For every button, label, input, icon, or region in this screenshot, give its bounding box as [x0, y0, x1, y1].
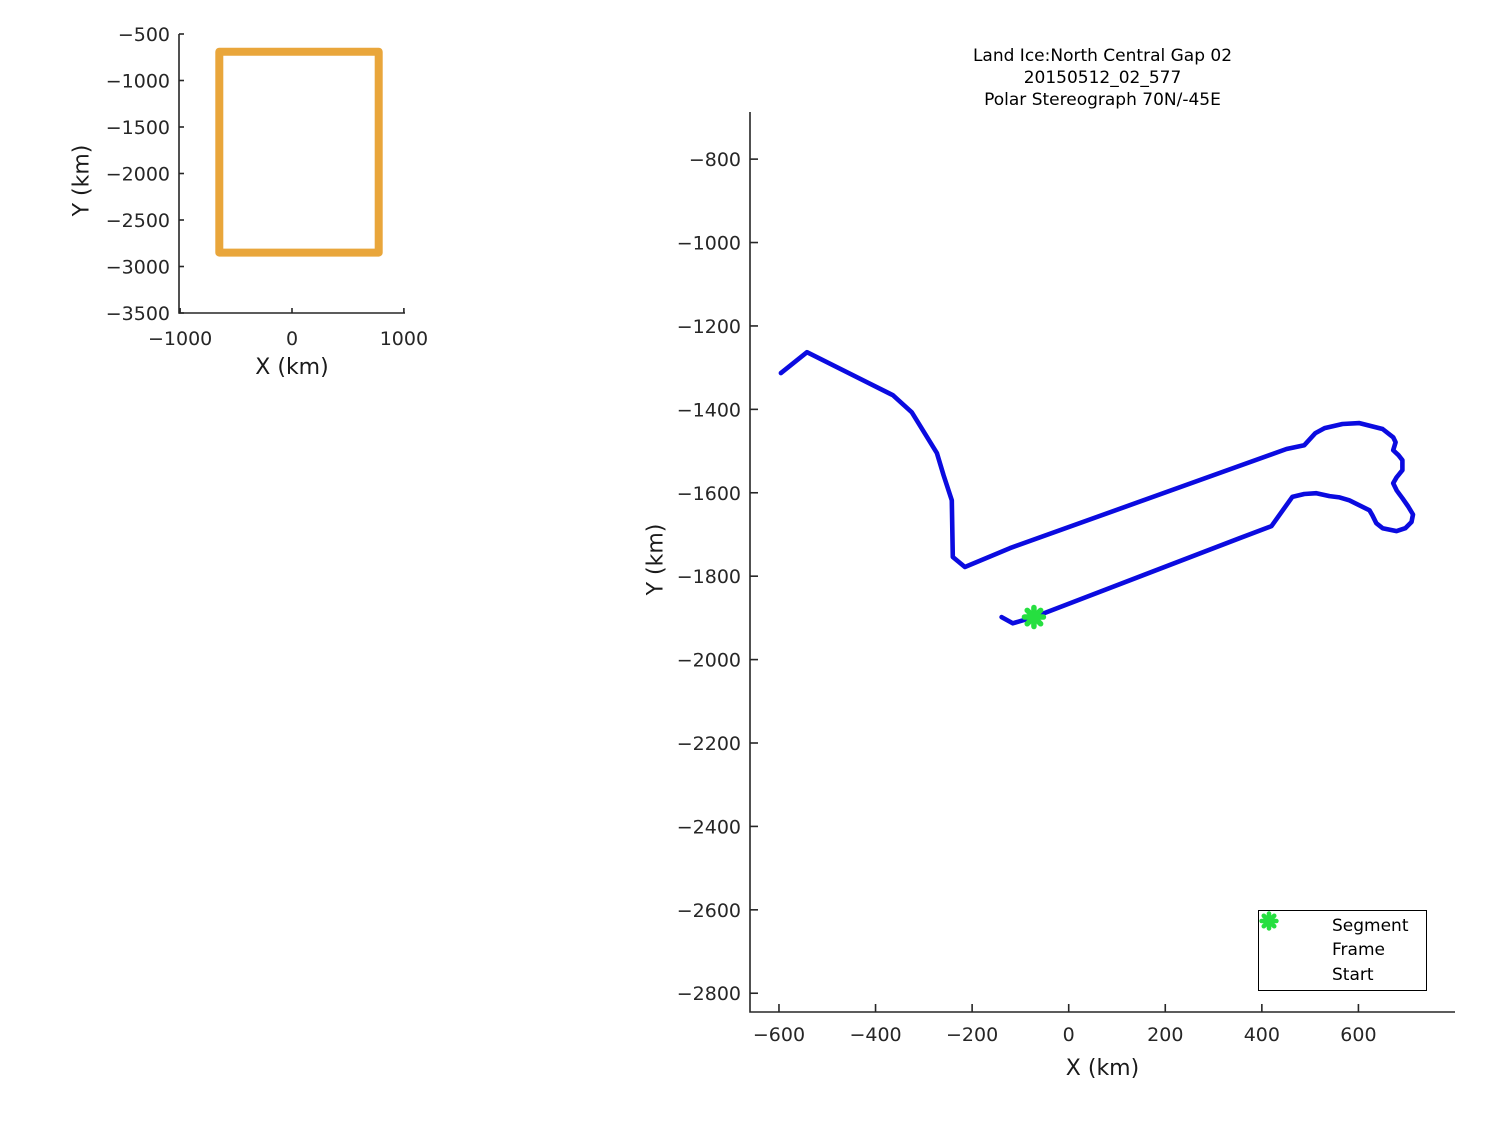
flight-plot-title: Land Ice:North Central Gap 02 20150512_0… [750, 45, 1455, 111]
overview-map-xtick-label: 1000 [380, 328, 428, 350]
legend-item-start: Start [1259, 911, 1426, 986]
flight-track-xtick-label: 0 [1063, 1024, 1075, 1046]
title-line-3: Polar Stereograph 70N/-45E [984, 90, 1221, 110]
overview-map-xtick-label: −1000 [148, 328, 212, 350]
flight-track-ytick-label: −1600 [677, 483, 741, 505]
overview-map-series-coverage-box [215, 47, 383, 257]
flight-track-axes [749, 112, 1455, 1013]
overview-map-ytick-label: −3500 [106, 303, 170, 325]
flight-track-series-segment [778, 349, 1416, 626]
flight-track-ytick-label: −1800 [677, 566, 741, 588]
overview-map-ytick-label: −500 [118, 24, 170, 46]
flight-track-ytick-label: −1000 [677, 233, 741, 255]
overview-map-ytick-label: −3000 [106, 257, 170, 279]
title-line-1: Land Ice:North Central Gap 02 [972, 46, 1233, 66]
flight-track-start-marker [1024, 607, 1044, 627]
overview-map-ytick-label: −2000 [106, 164, 170, 186]
legend-item-frame: Frame [1259, 918, 1426, 961]
legend-label-start: Start [1332, 964, 1374, 985]
overview-map-xtick-label: 0 [286, 328, 298, 350]
flight-track-ytick-label: −800 [689, 149, 741, 171]
flight-xlabel: X (km) [1065, 1056, 1140, 1081]
flight-track-xtick-label: −400 [849, 1024, 901, 1046]
flight-track-xtick-label: 400 [1244, 1024, 1280, 1046]
title-line-2: 20150512_02_577 [1023, 68, 1182, 88]
overview-map-ytick-label: −1500 [106, 117, 170, 139]
segment-dot-icon [1266, 916, 1312, 936]
flight-track-ytick-label: −2400 [677, 816, 741, 838]
flight-track-ytick-label: −1200 [677, 316, 741, 338]
flight-track-ytick-label: −2000 [677, 650, 741, 672]
overview-map-axes [178, 34, 405, 314]
legend-label-segment: Segment [1332, 916, 1409, 937]
overview-ylabel: Y (km) [69, 144, 95, 217]
flight-track-xtick-label: 200 [1147, 1024, 1183, 1046]
flight-track-ytick-label: −2600 [677, 900, 741, 922]
flight-track-xtick-label: 600 [1340, 1024, 1376, 1046]
flight-track-xtick-label: −200 [946, 1024, 998, 1046]
start-asterisk-icon [1259, 911, 1312, 985]
flight-track-ytick-label: −2800 [677, 983, 741, 1005]
legend: Segment Frame Start [1258, 910, 1427, 991]
frame-dot-icon [1266, 918, 1312, 960]
legend-label-frame: Frame [1332, 940, 1385, 961]
legend-item-segment: Segment [1259, 915, 1426, 937]
flight-track-xtick-label: −600 [753, 1024, 805, 1046]
overview-map-ytick-label: −2500 [106, 210, 170, 232]
flight-track-ytick-label: −2200 [677, 733, 741, 755]
flight-track-ytick-label: −1400 [677, 399, 741, 421]
overview-xlabel: X (km) [255, 355, 329, 380]
overview-map-ytick-label: −1000 [106, 71, 170, 93]
flight-ylabel: Y (km) [643, 523, 669, 596]
